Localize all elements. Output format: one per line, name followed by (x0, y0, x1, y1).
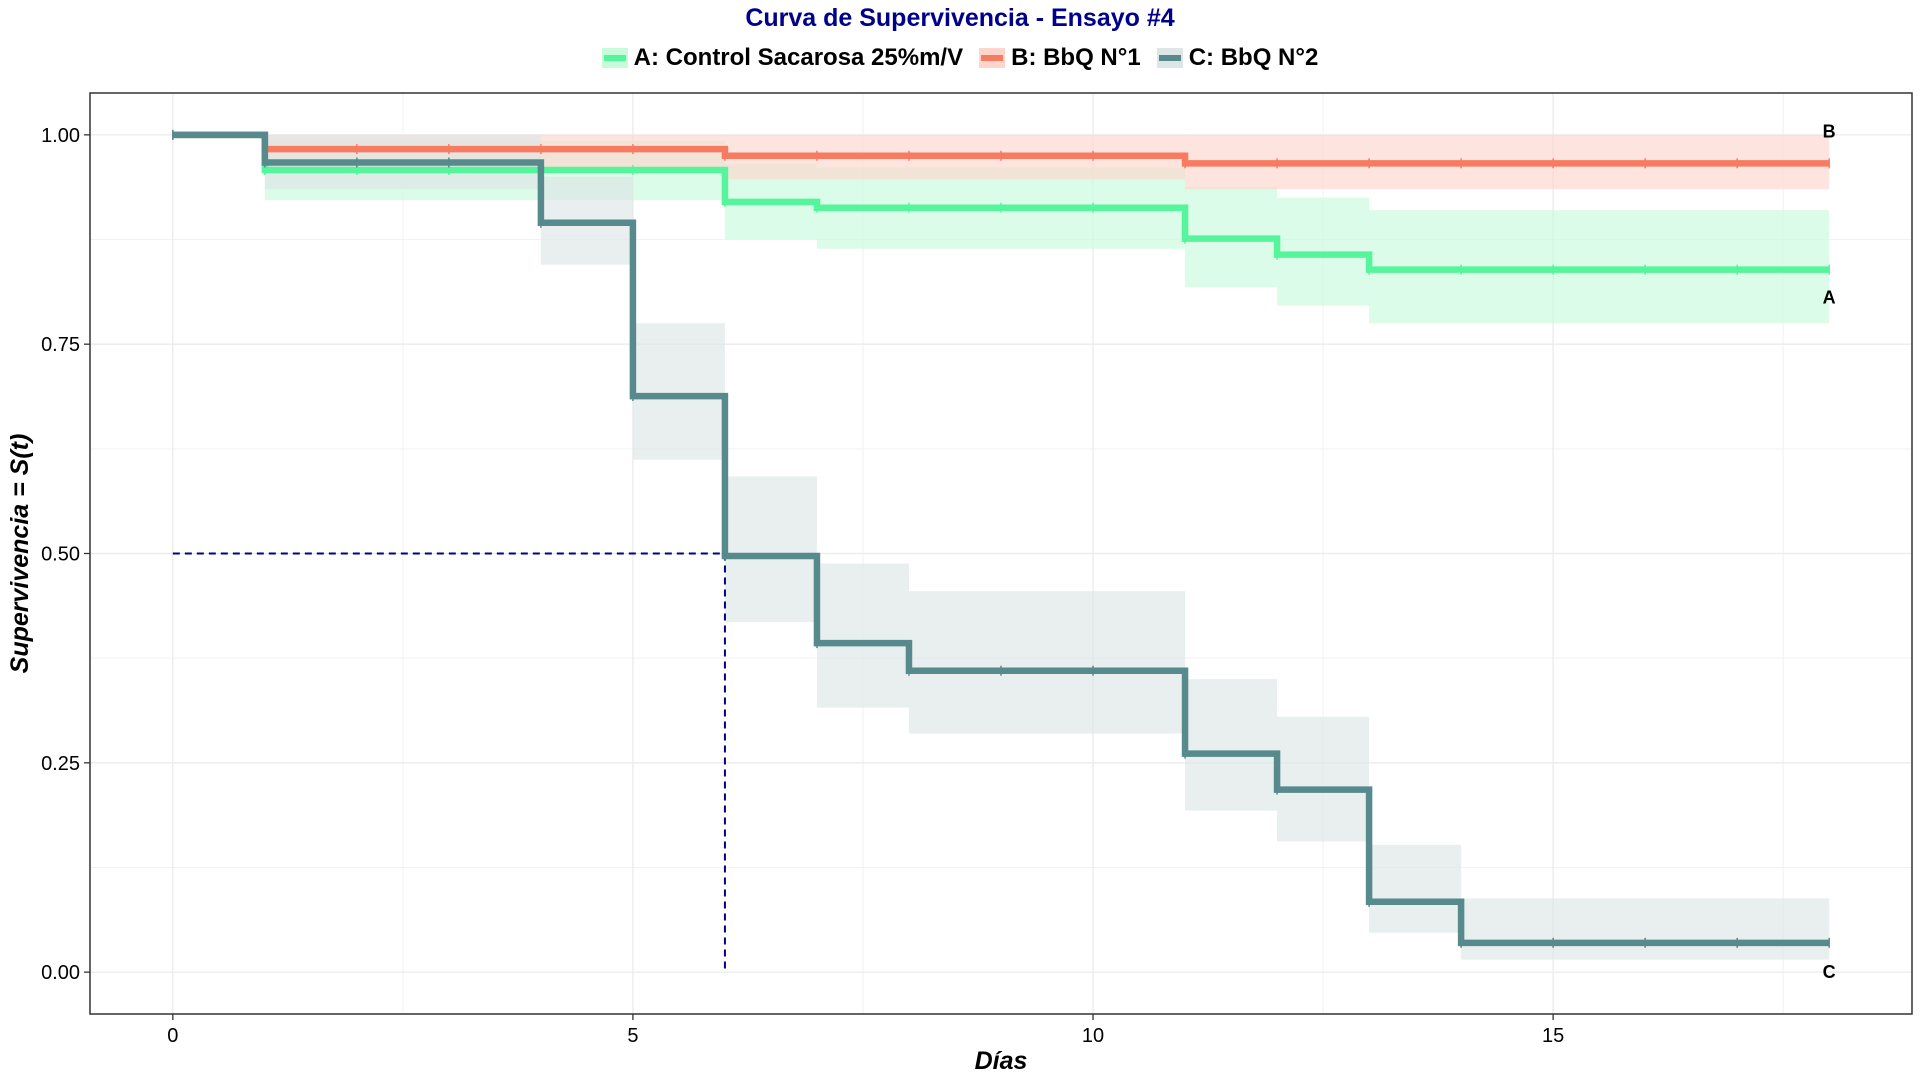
x-tick-label-0: 0 (167, 1025, 178, 1047)
band-segment-c-4 (724, 476, 817, 623)
legend-line-b (981, 55, 1004, 61)
band-segment-c-8 (1277, 716, 1370, 842)
y-axis-title: Supervivencia = S(t) (6, 434, 34, 674)
legend-item-a: A: Control Sacarosa 25%m/V (601, 44, 964, 72)
legend-line-c (1158, 55, 1181, 61)
band-segment-c-5 (816, 563, 909, 708)
y-axis: 0.00 0.25 0.50 0.75 1.00 (41, 125, 90, 984)
series-c (172, 129, 1830, 948)
survival-line-c (172, 131, 1830, 947)
end-label-c: C (1823, 962, 1836, 982)
legend-key-c (1156, 48, 1183, 68)
x-tick-label-1: 5 (627, 1025, 638, 1047)
y-tick-label-3: 0.75 (41, 334, 80, 356)
gridlines (90, 93, 1912, 1014)
legend-item-c: C: BbQ N°2 (1156, 44, 1319, 72)
legend-label-a: A: Control Sacarosa 25%m/V (633, 44, 964, 71)
x-axis-title: Días (975, 1047, 1028, 1075)
x-tick-label-2: 10 (1082, 1025, 1104, 1047)
band-segment-c-10 (1461, 898, 1830, 960)
end-label-a: A (1823, 288, 1836, 308)
legend-line-a (603, 55, 626, 61)
band-segment-c-3 (632, 323, 725, 460)
legend-key-a (601, 48, 628, 68)
band-segment-c-9 (1369, 844, 1462, 933)
end-label-b: B (1823, 121, 1836, 141)
legend-item-b: B: BbQ N°1 (979, 44, 1141, 72)
x-axis: 0 5 10 15 (167, 1014, 1564, 1047)
confidence-band-c (264, 134, 1830, 960)
y-tick-label-0: 0.00 (41, 962, 80, 984)
x-tick-label-3: 15 (1542, 1025, 1564, 1047)
legend-key-b (979, 48, 1006, 68)
band-segment-c-7 (1185, 679, 1278, 811)
y-tick-label-4: 1.00 (41, 125, 80, 147)
legend: A: Control Sacarosa 25%m/V B: BbQ N°1 C:… (0, 44, 1920, 72)
legend-label-c: C: BbQ N°2 (1188, 44, 1319, 71)
y-tick-label-1: 0.25 (41, 753, 80, 775)
y-tick-label-2: 0.50 (41, 544, 80, 566)
median-reference (172, 552, 726, 973)
chart-title: Curva de Supervivencia - Ensayo #4 (745, 4, 1175, 32)
band-segment-c-6 (908, 591, 1186, 734)
legend-label-b: B: BbQ N°1 (1011, 44, 1141, 71)
